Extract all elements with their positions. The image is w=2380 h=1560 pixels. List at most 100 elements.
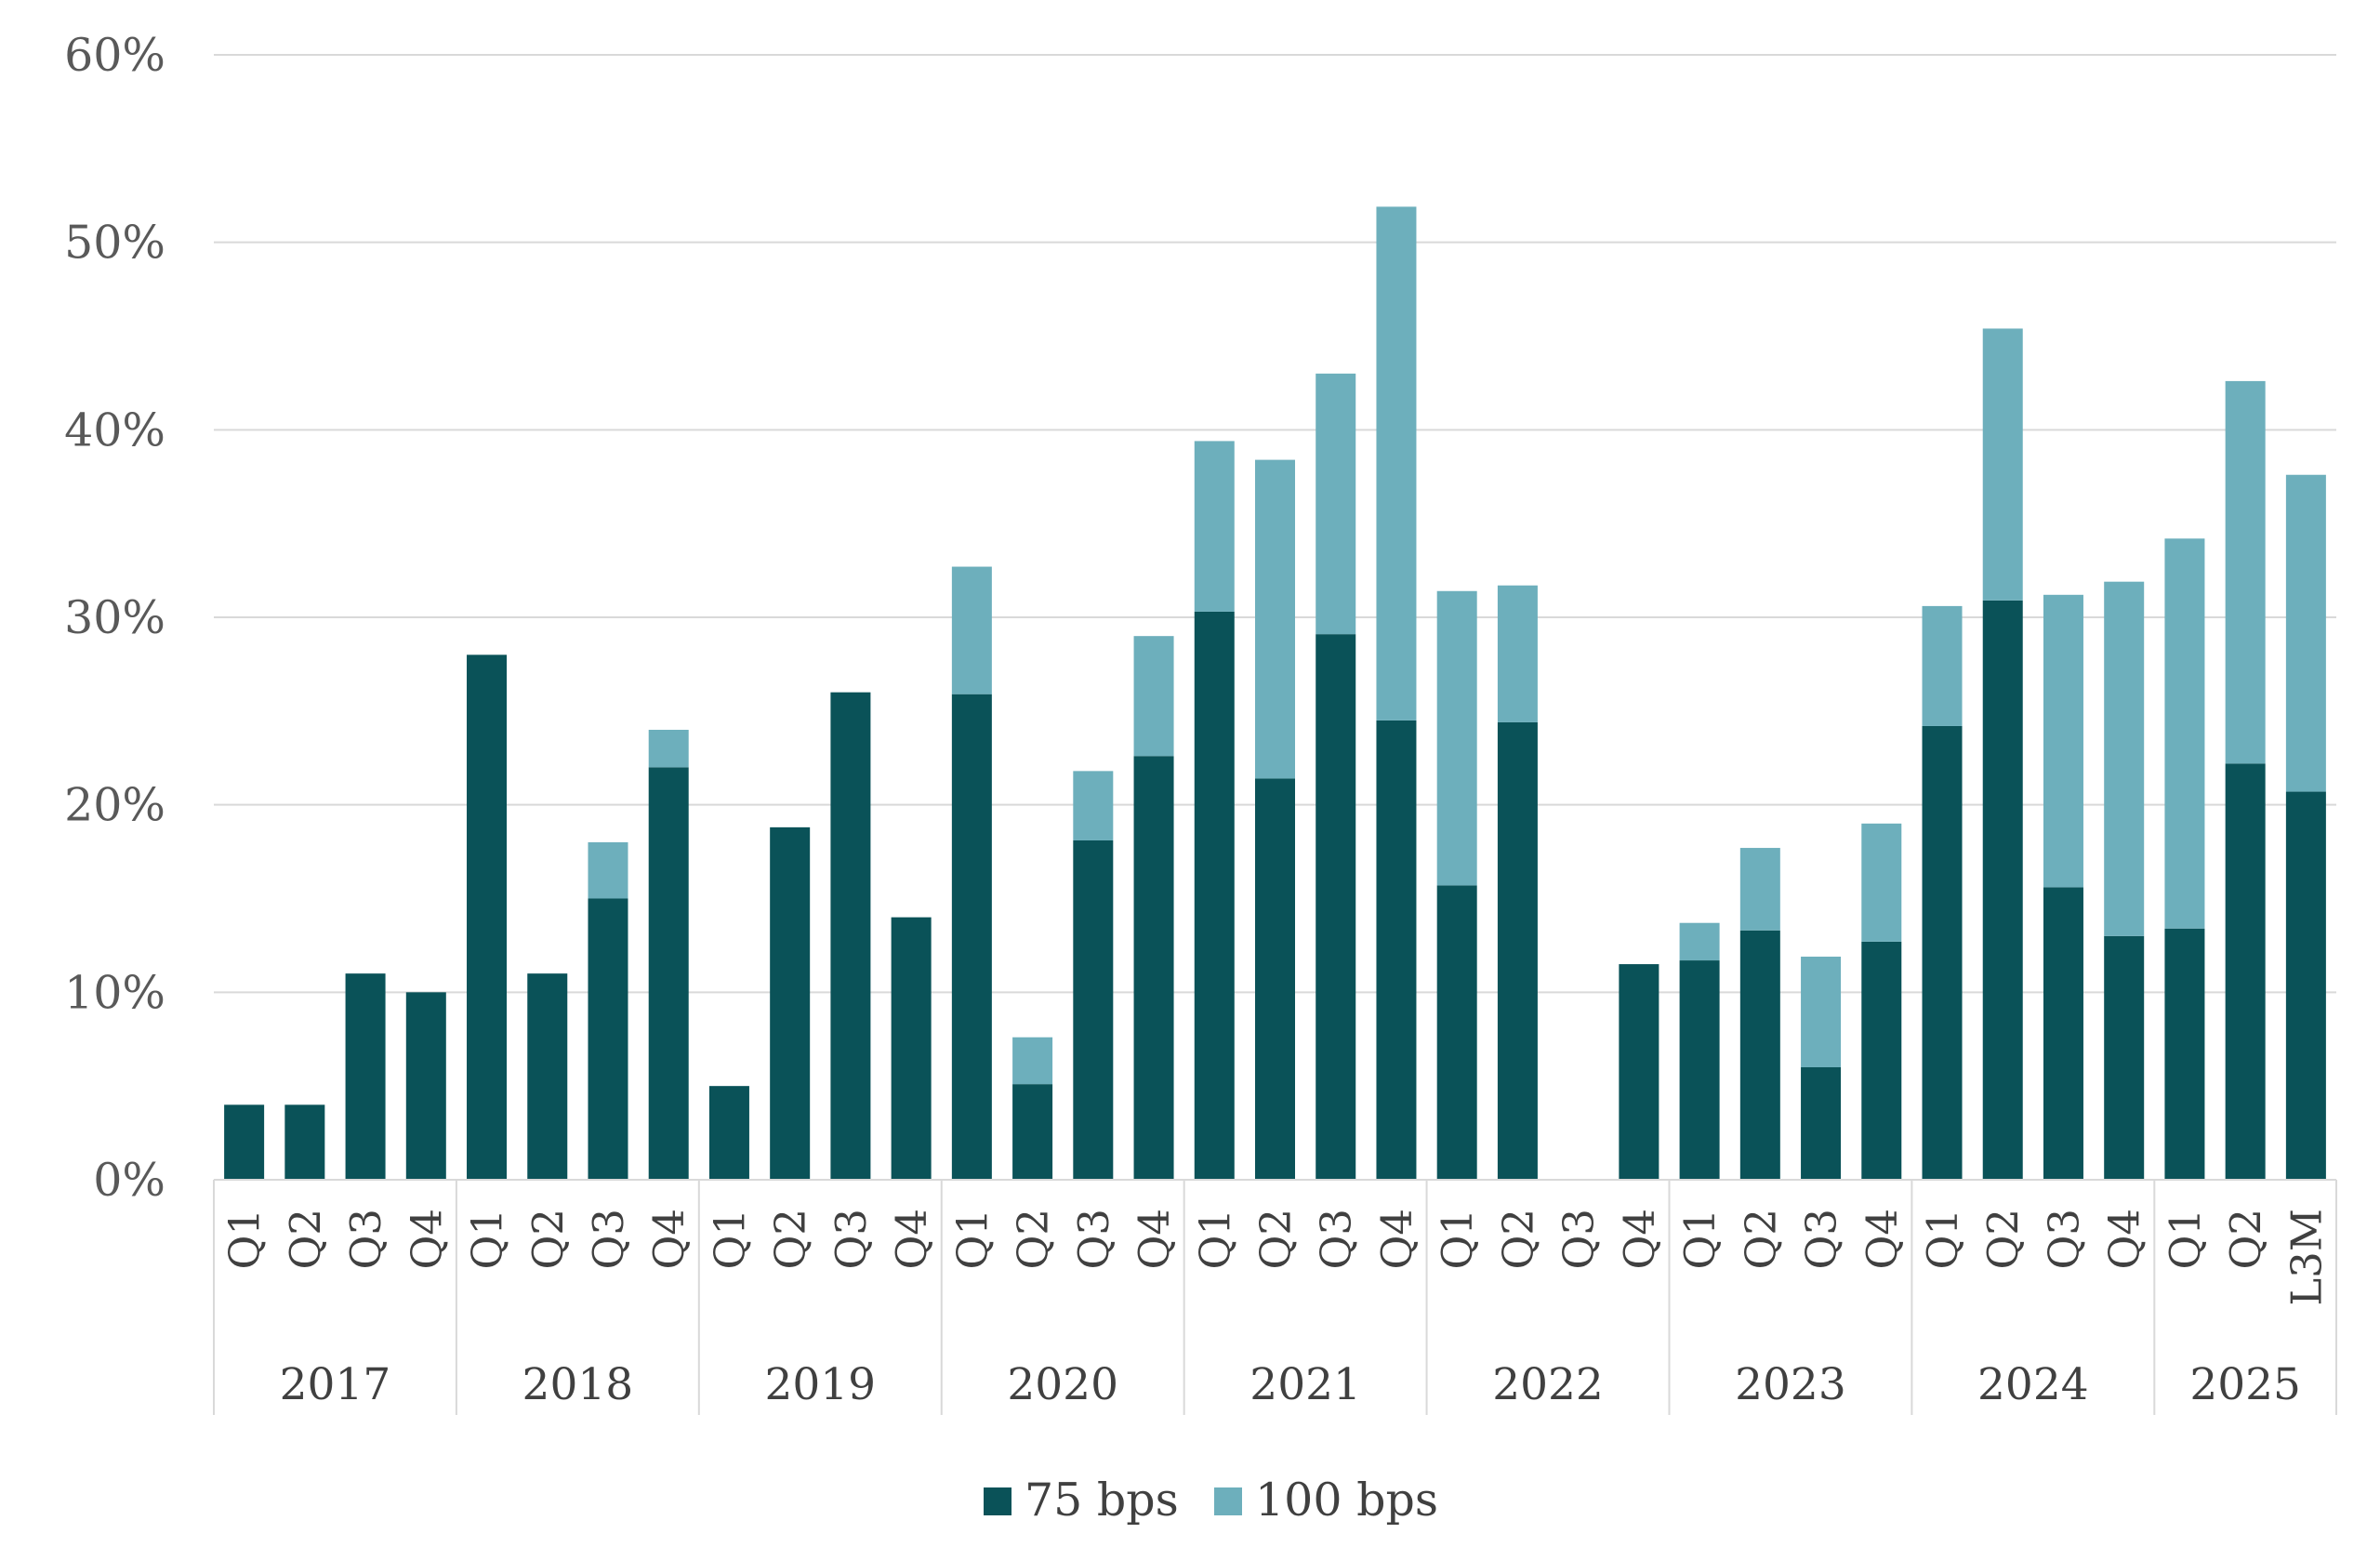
x-tick-label: Q4 <box>1130 1209 1179 1270</box>
bar-75bps <box>588 898 628 1180</box>
bar-75bps <box>284 1104 325 1180</box>
x-tick-label: Q2 <box>2221 1209 2270 1270</box>
bar-75bps <box>1922 725 1963 1180</box>
legend: 75 bps 100 bps <box>984 1474 1438 1527</box>
bar-100bps <box>1073 771 1114 840</box>
x-tick-label: Q1 <box>1918 1209 1967 1270</box>
x-tick-label: L3M <box>2281 1209 2331 1306</box>
x-tick-label: Q1 <box>705 1209 754 1270</box>
year-label: 2022 <box>1492 1359 1604 1410</box>
y-tick-label: 50% <box>64 217 165 270</box>
y-axis-ticks: 0% 10% 20% 30% 40% 50% 60% <box>64 29 165 1207</box>
x-tick-label: Q1 <box>2161 1209 2210 1270</box>
bar-100bps <box>1255 459 1295 779</box>
x-tick-label: Q3 <box>341 1209 390 1270</box>
x-tick-label: Q4 <box>887 1209 936 1270</box>
x-tick-label: Q3 <box>1069 1209 1118 1270</box>
bar-100bps <box>1316 373 1356 635</box>
y-tick-label: 0% <box>93 1154 165 1207</box>
x-tick-label: Q2 <box>1978 1209 2028 1270</box>
x-tick-label: Q4 <box>2100 1209 2149 1270</box>
bar-75bps <box>1012 1084 1053 1180</box>
bar-100bps <box>1133 636 1174 757</box>
x-tick-label: Q2 <box>1493 1209 1542 1270</box>
bar-75bps <box>1073 839 1114 1180</box>
bar-75bps <box>1861 941 1902 1180</box>
bar-100bps <box>2043 594 2083 888</box>
x-tick-label: Q3 <box>1554 1209 1604 1270</box>
bar-75bps <box>1497 721 1538 1180</box>
bar-75bps <box>1739 930 1780 1180</box>
x-tick-label: Q3 <box>1797 1209 1846 1270</box>
x-tick-label: Q3 <box>2039 1209 2088 1270</box>
bar-100bps <box>1861 823 1902 942</box>
bar-100bps <box>1679 922 1720 961</box>
y-tick-label: 30% <box>64 591 165 644</box>
bar-75bps <box>891 917 932 1180</box>
bar-75bps <box>1679 960 1720 1180</box>
bar-75bps <box>345 973 386 1180</box>
bar-75bps <box>1801 1067 1842 1180</box>
year-label: 2024 <box>1977 1359 2089 1410</box>
x-tick-label: Q2 <box>766 1209 815 1270</box>
legend-label-75bps: 75 bps <box>1025 1474 1179 1527</box>
y-tick-label: 60% <box>64 29 165 82</box>
bar-75bps <box>1982 600 2023 1180</box>
bar-75bps <box>467 654 508 1180</box>
bar-75bps <box>1255 778 1295 1180</box>
x-tick-label: Q4 <box>644 1209 694 1270</box>
x-tick-label: Q3 <box>826 1209 876 1270</box>
x-tick-label: Q1 <box>220 1209 270 1270</box>
year-label: 2019 <box>764 1359 876 1410</box>
bar-100bps <box>1922 605 1963 726</box>
bar-75bps <box>951 694 992 1180</box>
year-label: 2025 <box>2189 1359 2301 1410</box>
bar-100bps <box>588 842 628 899</box>
bar-75bps <box>2104 935 2145 1180</box>
y-tick-label: 20% <box>64 779 165 832</box>
bar-75bps <box>527 973 568 1180</box>
bar-100bps <box>2164 538 2205 929</box>
bar-100bps <box>1739 848 1780 931</box>
year-label: 2017 <box>280 1359 391 1410</box>
bar-75bps <box>1376 720 1417 1180</box>
bar-75bps <box>2164 928 2205 1180</box>
bar-75bps <box>830 692 871 1180</box>
x-tick-label: Q2 <box>1251 1209 1301 1270</box>
bar-100bps <box>1194 441 1235 612</box>
bar-75bps <box>405 992 446 1180</box>
bar-100bps <box>1436 590 1477 886</box>
bar-75bps <box>2043 887 2083 1180</box>
year-label: 2023 <box>1735 1359 1846 1410</box>
bar-75bps <box>770 826 811 1180</box>
x-tick-label: Q4 <box>1372 1209 1421 1270</box>
bar-75bps <box>2285 791 2326 1180</box>
x-tick-label: Q3 <box>1312 1209 1361 1270</box>
x-tick-label: Q2 <box>1736 1209 1785 1270</box>
x-tick-label: Q1 <box>1433 1209 1482 1270</box>
bar-100bps <box>1801 957 1842 1067</box>
y-tick-label: 10% <box>64 966 165 1019</box>
bar-75bps <box>1619 964 1659 1180</box>
x-tick-label: Q1 <box>463 1209 512 1270</box>
y-tick-label: 40% <box>64 403 165 456</box>
x-axis: Q1 Q2 Q3 Q4 Q1 Q2 Q3 Q4 Q1 Q2 Q3 Q4 Q1 Q2 Q3 Q4 Q1 Q2 Q3 Q4… <box>213 1179 2337 1415</box>
year-label: 2018 <box>522 1359 634 1410</box>
bar-100bps <box>1012 1037 1053 1085</box>
x-tick-label: Q4 <box>1615 1209 1664 1270</box>
bar-100bps <box>2104 581 2145 936</box>
bar-100bps <box>2285 474 2326 792</box>
x-tick-label: Q3 <box>584 1209 633 1270</box>
bar-100bps <box>951 566 992 694</box>
x-tick-label: Q4 <box>402 1209 451 1270</box>
bar-75bps <box>1133 756 1174 1180</box>
bar-75bps <box>1316 634 1356 1180</box>
bar-75bps <box>1436 885 1477 1180</box>
legend-swatch-100bps <box>1214 1487 1242 1515</box>
bar-100bps <box>1376 206 1417 721</box>
x-tick-label: Q1 <box>1190 1209 1239 1270</box>
bar-100bps <box>1982 328 2023 601</box>
x-tick-label: Q1 <box>1675 1209 1725 1270</box>
year-label: 2021 <box>1250 1359 1361 1410</box>
